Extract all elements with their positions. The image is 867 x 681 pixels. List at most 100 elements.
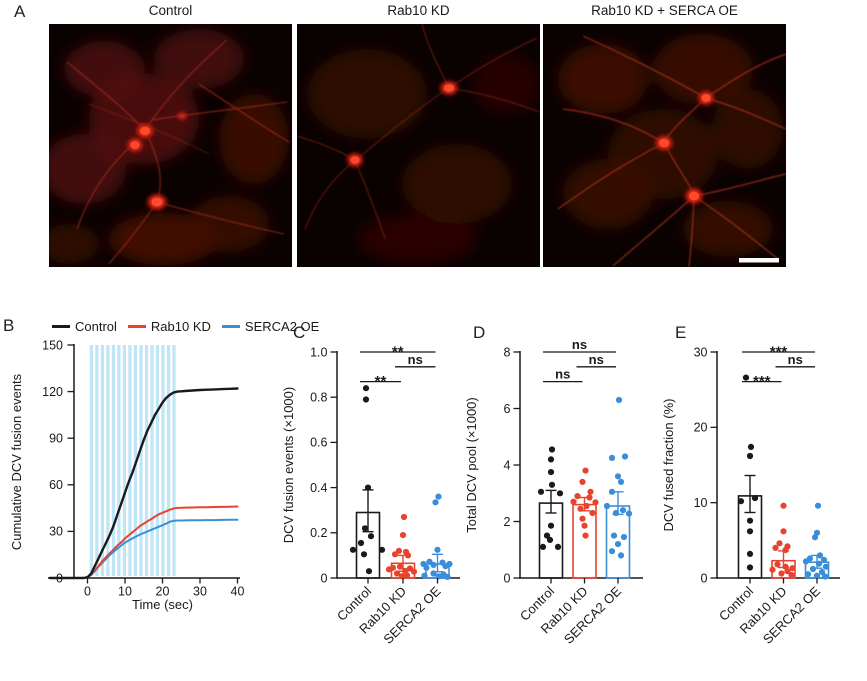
data-point: [583, 502, 590, 510]
panel-c-label: C: [293, 323, 306, 342]
y-tick-label: 4: [504, 458, 511, 472]
b-y-tick-label: 150: [42, 338, 63, 352]
line-swatch-rab10kd-icon: [127, 325, 146, 328]
data-point: [442, 563, 449, 570]
significance-label: ns: [788, 352, 803, 367]
data-point: [577, 505, 584, 512]
data-point: [421, 572, 428, 579]
cell-somas: [347, 81, 458, 167]
data-point: [362, 396, 370, 403]
data-point: [570, 498, 577, 505]
C-y-axis-title: DCV fusion events (×1000): [281, 387, 296, 543]
data-point: [809, 565, 817, 573]
data-point: [357, 539, 365, 547]
data-point: [742, 374, 750, 381]
data-point: [364, 484, 372, 491]
data-point: [751, 495, 759, 502]
data-point: [400, 513, 408, 521]
y-tick-label: 1.0: [310, 345, 327, 359]
data-point: [615, 396, 623, 404]
significance-label: ns: [408, 352, 423, 367]
panel-b-legend: Control Rab10 KD SERCA2 OE: [52, 319, 319, 334]
data-point: [361, 525, 369, 532]
data-point: [780, 502, 787, 509]
data-point: [811, 534, 819, 541]
data-point: [610, 532, 618, 539]
b-y-tick-label: 30: [49, 525, 63, 539]
data-point: [399, 532, 407, 539]
data-point: [537, 488, 545, 495]
data-point: [820, 556, 828, 564]
b-x-axis-title: Time (sec): [132, 597, 193, 612]
data-point: [430, 561, 437, 569]
data-point: [608, 548, 616, 555]
data-point: [608, 454, 616, 461]
data-point: [365, 568, 373, 575]
cell-somas: [127, 112, 187, 210]
b-x-tick-label: 30: [193, 585, 207, 599]
significance-label: ns: [572, 337, 587, 352]
stim-bar: [89, 345, 93, 576]
data-point: [608, 488, 616, 495]
micrograph-control: [49, 24, 292, 267]
data-point: [746, 550, 754, 558]
data-point: [789, 565, 796, 572]
data-point: [539, 543, 547, 551]
cell-somas: [655, 91, 714, 204]
micrograph-rab10kd: [297, 24, 540, 267]
b-x-tick-label: 20: [156, 585, 170, 599]
data-point: [579, 478, 586, 485]
data-point: [547, 456, 555, 463]
data-point: [393, 570, 401, 577]
data-point: [746, 517, 754, 524]
data-point: [554, 543, 562, 551]
stim-bar: [111, 345, 115, 576]
data-point: [432, 499, 439, 506]
stim-bar: [117, 345, 121, 576]
panel-e-label: E: [675, 323, 687, 342]
legend-label: SERCA2 OE: [244, 319, 320, 334]
b-x-tick-label: 40: [231, 585, 245, 599]
y-tick-label: 30: [694, 345, 708, 359]
stim-bar: [172, 345, 176, 576]
data-point: [587, 488, 594, 495]
data-point: [821, 573, 829, 580]
legend-label: Control: [75, 319, 117, 334]
y-tick-label: 0.4: [310, 481, 327, 495]
stim-bar: [100, 345, 104, 576]
panel-a-label: A: [14, 2, 26, 21]
data-point: [548, 481, 556, 488]
data-point: [435, 573, 442, 580]
b-y-tick-label: 60: [49, 478, 63, 492]
data-point: [367, 533, 375, 540]
data-point: [556, 490, 564, 497]
series-line-rab10: [49, 505, 239, 579]
neurites: [297, 24, 540, 240]
data-point: [349, 546, 357, 553]
data-point: [360, 551, 368, 558]
y-tick-label: 0.6: [310, 436, 327, 450]
y-tick-label: 8: [504, 345, 511, 359]
y-tick-label: 0: [321, 571, 328, 585]
data-point: [818, 568, 826, 576]
legend-item-serca2oe: SERCA2 OE: [221, 319, 320, 334]
data-point: [746, 452, 754, 460]
data-point: [403, 572, 411, 579]
y-tick-label: 2: [504, 515, 511, 529]
data-point: [614, 541, 622, 548]
data-point: [788, 571, 795, 579]
data-point: [780, 528, 787, 535]
stim-bar: [161, 345, 165, 576]
data-point: [434, 546, 441, 553]
stim-bar: [150, 345, 154, 576]
panel-d-label: D: [473, 323, 486, 342]
series-line-control: [48, 387, 239, 580]
stim-bar: [128, 345, 132, 576]
data-point: [378, 546, 386, 553]
data-point: [543, 532, 551, 539]
data-point: [614, 473, 622, 480]
data-point: [589, 509, 596, 517]
data-point: [822, 563, 830, 570]
data-point: [619, 507, 627, 514]
y-tick-label: 0.8: [310, 391, 327, 405]
